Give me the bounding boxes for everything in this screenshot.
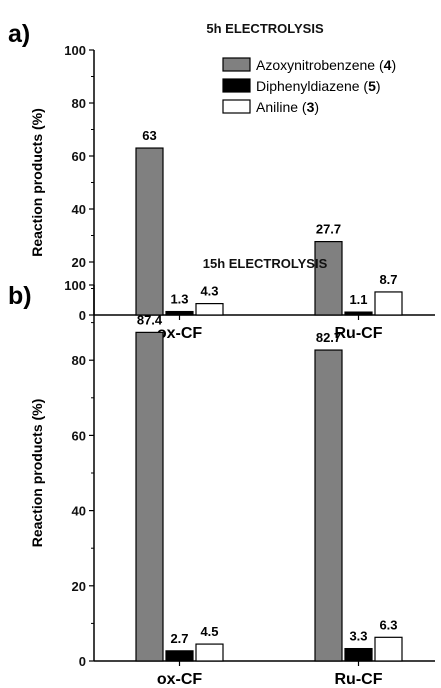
x-tick-label: ox-CF bbox=[157, 325, 203, 342]
y-tick-label: 0 bbox=[79, 654, 86, 669]
data-label: 2.7 bbox=[170, 631, 188, 646]
legend-swatch bbox=[222, 78, 251, 93]
legend-entry: Azoxynitrobenzene (4) bbox=[256, 57, 396, 73]
bar-azoxynitrobenzene bbox=[135, 147, 164, 316]
y-tick-label: 100 bbox=[64, 278, 86, 293]
legend-swatch bbox=[222, 99, 251, 114]
y-tick-label: 80 bbox=[72, 353, 86, 368]
y-axis-label: Reaction products (%) bbox=[29, 399, 45, 548]
data-label: 1.3 bbox=[170, 292, 188, 307]
data-label: 6.3 bbox=[379, 617, 397, 632]
bar-diphenyldiazene bbox=[165, 310, 194, 316]
data-label: 4.5 bbox=[200, 624, 218, 639]
y-tick-label: 40 bbox=[72, 504, 86, 519]
bar-diphenyldiazene bbox=[344, 647, 373, 662]
data-label: 4.3 bbox=[200, 284, 218, 299]
chart-title: 15h ELECTROLYSIS bbox=[203, 256, 328, 271]
x-tick-label: Ru-CF bbox=[335, 671, 383, 688]
chart-title: 5h ELECTROLYSIS bbox=[206, 21, 324, 36]
data-label: 1.1 bbox=[349, 292, 367, 307]
bar-azoxynitrobenzene bbox=[314, 240, 343, 316]
panel-a: a) 5h ELECTROLYSIS 0 20 40 60 80 100 Reaction pr… bbox=[8, 20, 435, 342]
data-label: 87.4 bbox=[137, 312, 163, 327]
data-label: 8.7 bbox=[379, 272, 397, 287]
y-axis-label: Reaction products (%) bbox=[29, 108, 45, 257]
y-tick-label: 60 bbox=[72, 149, 86, 164]
panel-letter: b) bbox=[8, 282, 32, 310]
bar-azoxynitrobenzene bbox=[135, 331, 164, 662]
bar-azoxynitrobenzene bbox=[314, 349, 343, 662]
x-tick-label: Ru-CF bbox=[335, 325, 383, 342]
x-tick-label: ox-CF bbox=[157, 671, 203, 688]
bar-diphenyldiazene bbox=[165, 650, 194, 662]
y-tick-label: 40 bbox=[72, 202, 86, 217]
y-tick-label: 60 bbox=[72, 428, 86, 443]
legend-entry: Diphenyldiazene (5) bbox=[256, 78, 381, 94]
bar-aniline bbox=[195, 303, 224, 316]
y-tick-label: 0 bbox=[79, 308, 86, 323]
legend: Azoxynitrobenzene (4) Diphenyldiazene (5)… bbox=[222, 57, 396, 115]
legend-entry: Aniline (3) bbox=[256, 99, 319, 115]
legend-swatch bbox=[222, 57, 251, 72]
panel-letter: a) bbox=[8, 20, 30, 48]
data-label: 82.7 bbox=[316, 330, 341, 345]
y-tick-label: 80 bbox=[72, 96, 86, 111]
data-label: 27.7 bbox=[316, 222, 341, 237]
data-label: 63 bbox=[142, 128, 156, 143]
panel-b: b) 15h ELECTROLYSIS 0 20 40 60 80 100 Reaction p… bbox=[8, 256, 435, 688]
bar-diphenyldiazene bbox=[344, 311, 373, 316]
y-tick-label: 20 bbox=[72, 255, 86, 270]
y-tick-label: 100 bbox=[64, 43, 86, 58]
bar-aniline bbox=[195, 643, 224, 662]
bar-aniline bbox=[374, 291, 403, 316]
y-tick-label: 20 bbox=[72, 579, 86, 594]
data-label: 3.3 bbox=[349, 629, 367, 644]
bar-aniline bbox=[374, 636, 403, 662]
